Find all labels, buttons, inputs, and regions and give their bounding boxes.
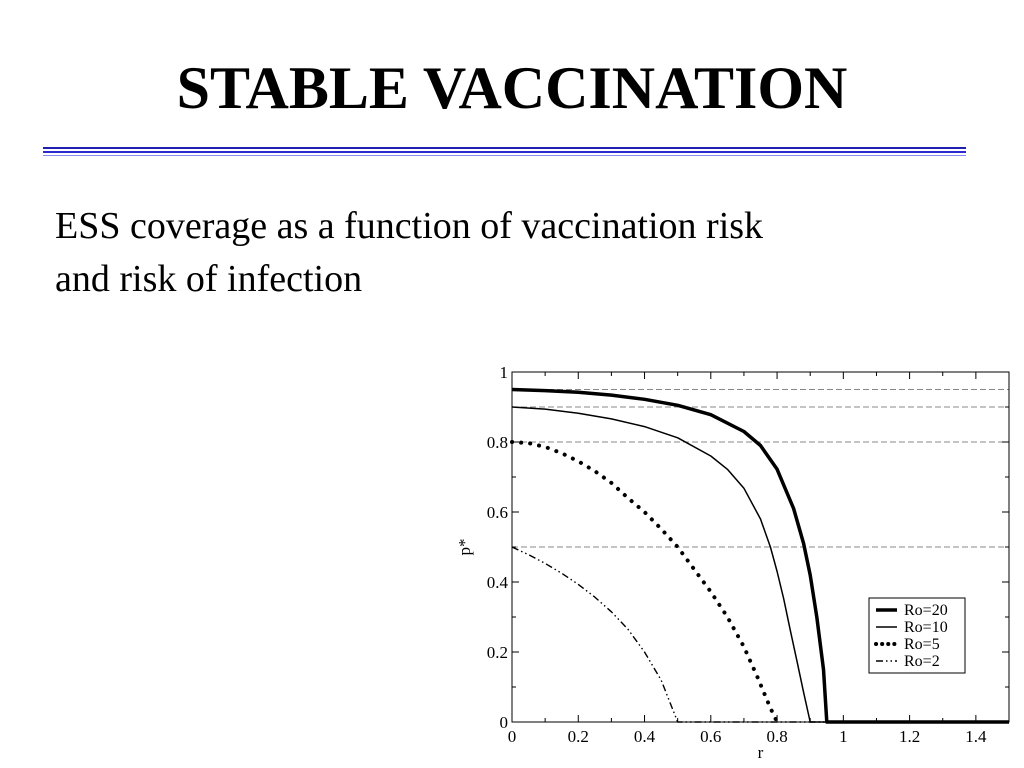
x-tick-label: 0.2: [568, 727, 589, 746]
slide-subtitle: ESS coverage as a function of vaccinatio…: [55, 200, 955, 306]
y-tick-label: 0.8: [487, 433, 508, 452]
ess-coverage-chart: 0 0.2 0.4 0.6 0.8 1 1.2 1.4 0 0.2 0.4 0.6 0.8 1 r p* Ro=…: [455, 363, 1010, 762]
x-axis-label: r: [758, 743, 764, 762]
legend-label: Ro=2: [904, 653, 940, 670]
y-tick-label: 0: [500, 713, 509, 732]
x-tick-label: 1.4: [965, 727, 987, 746]
title-divider-line: [43, 151, 966, 153]
x-tick-label: 0: [508, 727, 517, 746]
y-axis-label: p*: [455, 539, 474, 556]
y-tick-label: 1: [500, 363, 509, 382]
title-divider-line: [43, 155, 966, 156]
title-divider-line: [43, 147, 966, 149]
x-tick-label: 0.8: [766, 727, 787, 746]
legend-label: Ro=20: [904, 602, 948, 619]
x-tick-label: 1: [839, 727, 848, 746]
series-line-ro-2: [511, 546, 1009, 723]
series-line-ro-20: [511, 387, 1009, 724]
x-tick-label: 0.4: [634, 727, 656, 746]
slide-title: STABLE VACCINATION: [176, 55, 848, 121]
series-line-ro-5: [510, 440, 780, 724]
subtitle-line-1: ESS coverage as a function of vaccinatio…: [55, 205, 764, 247]
legend-label: Ro=5: [904, 636, 940, 653]
y-tick-label: 0.2: [487, 643, 508, 662]
x-tick-label: 0.6: [700, 727, 721, 746]
series-line-ro-10: [511, 406, 1009, 723]
y-tick-label: 0.6: [487, 503, 508, 522]
subtitle-line-2: and risk of infection: [55, 258, 363, 300]
x-tick-label: 1.2: [899, 727, 920, 746]
y-tick-label: 0.4: [487, 573, 509, 592]
legend-label: Ro=10: [904, 619, 948, 636]
